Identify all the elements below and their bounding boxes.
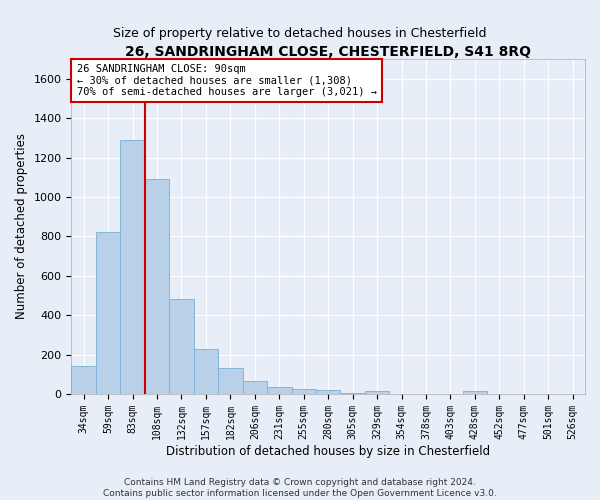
Bar bbox=[267, 386, 292, 394]
Bar bbox=[71, 366, 96, 394]
Bar bbox=[194, 348, 218, 394]
Bar bbox=[463, 391, 487, 394]
Bar bbox=[340, 393, 365, 394]
Bar bbox=[316, 390, 340, 394]
Bar bbox=[242, 381, 267, 394]
Title: 26, SANDRINGHAM CLOSE, CHESTERFIELD, S41 8RQ: 26, SANDRINGHAM CLOSE, CHESTERFIELD, S41… bbox=[125, 45, 531, 59]
X-axis label: Distribution of detached houses by size in Chesterfield: Distribution of detached houses by size … bbox=[166, 444, 490, 458]
Bar bbox=[218, 368, 242, 394]
Text: Size of property relative to detached houses in Chesterfield: Size of property relative to detached ho… bbox=[113, 28, 487, 40]
Bar bbox=[145, 179, 169, 394]
Bar bbox=[292, 388, 316, 394]
Text: 26 SANDRINGHAM CLOSE: 90sqm
← 30% of detached houses are smaller (1,308)
70% of : 26 SANDRINGHAM CLOSE: 90sqm ← 30% of det… bbox=[77, 64, 377, 97]
Bar bbox=[169, 300, 194, 394]
Bar bbox=[96, 232, 121, 394]
Bar bbox=[365, 391, 389, 394]
Y-axis label: Number of detached properties: Number of detached properties bbox=[15, 134, 28, 320]
Text: Contains HM Land Registry data © Crown copyright and database right 2024.
Contai: Contains HM Land Registry data © Crown c… bbox=[103, 478, 497, 498]
Bar bbox=[121, 140, 145, 394]
